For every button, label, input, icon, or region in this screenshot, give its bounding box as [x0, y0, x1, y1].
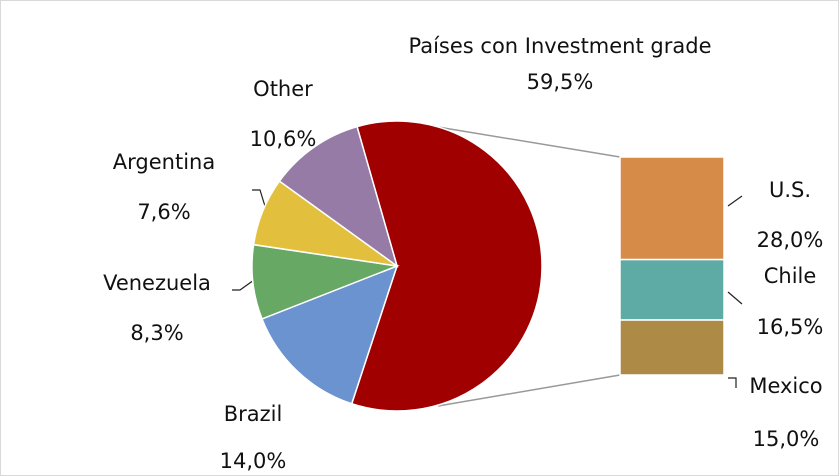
pie-slice — [278, 125, 399, 268]
slice-value: 59,5% — [527, 70, 594, 94]
bar-value: 28,0% — [757, 228, 824, 252]
connector-line — [437, 374, 621, 407]
bar-segment — [619, 319, 725, 376]
slice-label: Argentina — [113, 150, 215, 174]
slice-label: Venezuela — [103, 271, 211, 295]
bar-label: Chile — [764, 264, 817, 288]
slice-label: Other — [253, 77, 313, 101]
connectors — [437, 126, 621, 407]
bar-segment — [619, 156, 725, 261]
slice-label: Brazil — [224, 402, 283, 426]
leader-line — [727, 291, 743, 305]
connector-line — [437, 126, 621, 158]
bar-segment — [619, 258, 725, 321]
slice-value: 14,0% — [220, 449, 287, 473]
leader-line — [727, 195, 743, 207]
slice-label: Países con Investment grade — [409, 34, 712, 58]
slice-value: 10,6% — [250, 127, 317, 151]
slice-value: 7,6% — [137, 200, 190, 224]
slice-value: 8,3% — [130, 321, 183, 345]
pie-slice — [350, 120, 543, 412]
bar-value: 16,5% — [757, 315, 824, 339]
bar-label: U.S. — [769, 178, 811, 202]
leader-line — [728, 377, 737, 388]
bar-value: 15,0% — [753, 427, 820, 451]
leader-lines — [232, 189, 743, 388]
leader-line — [232, 279, 255, 291]
pie-slice — [261, 264, 399, 405]
bar-label: Mexico — [749, 374, 822, 398]
